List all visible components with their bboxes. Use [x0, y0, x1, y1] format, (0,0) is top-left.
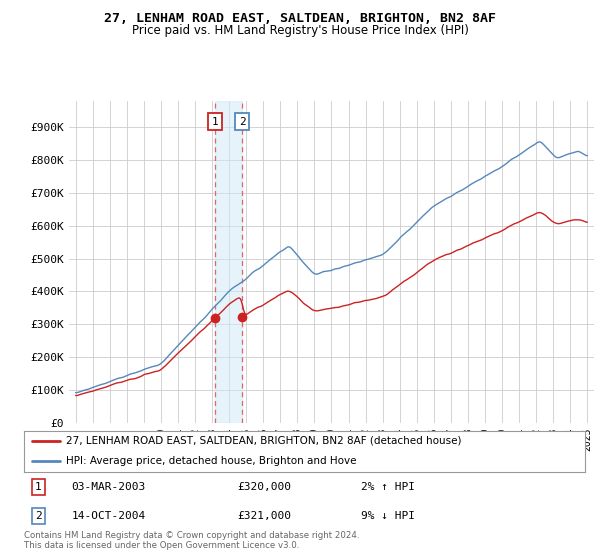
Text: 03-MAR-2003: 03-MAR-2003 [71, 482, 146, 492]
Text: 14-OCT-2004: 14-OCT-2004 [71, 511, 146, 521]
Text: Contains HM Land Registry data © Crown copyright and database right 2024.
This d: Contains HM Land Registry data © Crown c… [24, 531, 359, 550]
Text: Price paid vs. HM Land Registry's House Price Index (HPI): Price paid vs. HM Land Registry's House … [131, 24, 469, 37]
Text: 2: 2 [239, 116, 245, 127]
Text: £321,000: £321,000 [237, 511, 291, 521]
Text: £320,000: £320,000 [237, 482, 291, 492]
Text: 2% ↑ HPI: 2% ↑ HPI [361, 482, 415, 492]
Text: 1: 1 [212, 116, 218, 127]
Bar [215, 101, 242, 423]
Text: 2: 2 [35, 511, 41, 521]
Text: 9% ↓ HPI: 9% ↓ HPI [361, 511, 415, 521]
Text: HPI: Average price, detached house, Brighton and Hove: HPI: Average price, detached house, Brig… [66, 456, 356, 466]
Text: 27, LENHAM ROAD EAST, SALTDEAN, BRIGHTON, BN2 8AF (detached house): 27, LENHAM ROAD EAST, SALTDEAN, BRIGHTON… [66, 436, 461, 446]
Text: 27, LENHAM ROAD EAST, SALTDEAN, BRIGHTON, BN2 8AF: 27, LENHAM ROAD EAST, SALTDEAN, BRIGHTON… [104, 12, 496, 25]
Text: 1: 1 [35, 482, 41, 492]
